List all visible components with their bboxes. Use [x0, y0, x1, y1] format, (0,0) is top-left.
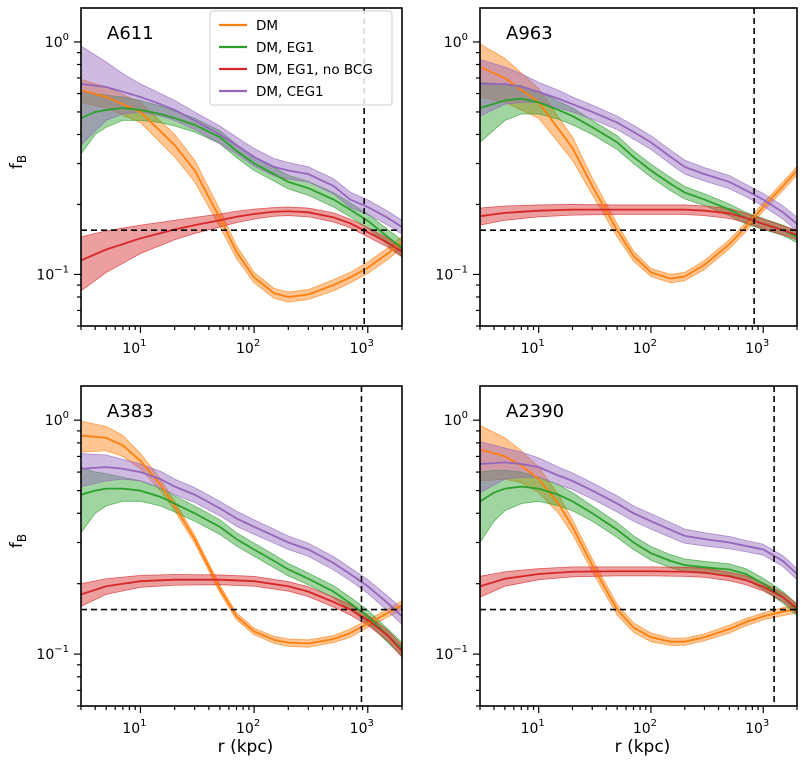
panel-a963: 101 102 103 10−1 100 A963 [435, 7, 798, 357]
panel-title: A383 [107, 401, 154, 422]
legend-box [209, 10, 393, 106]
y-axis-label: fB [7, 155, 29, 169]
axes-frame [80, 385, 403, 707]
band-dm-eg1 [480, 81, 797, 244]
series-line-dm-eg1 [81, 487, 402, 650]
y-tick-label: 10−1 [36, 264, 69, 283]
x-tick-label: 103 [745, 718, 769, 737]
x-tick-label: 103 [350, 338, 374, 357]
legend-label: DM, CEG1 [256, 84, 324, 100]
panel-a2390: 101 102 103 10−1 100 A2390 r (kpc) [435, 385, 798, 757]
y-tick-label: 100 [444, 410, 468, 429]
panel-a383: 101 102 103 10−1 100 A383 fB r (kpc) [7, 385, 403, 757]
series-line-dm-ceg1 [81, 466, 402, 618]
series-line-dm [480, 66, 797, 280]
band-dm [480, 424, 797, 646]
axes-frame [80, 7, 403, 327]
band-dm-ceg1 [480, 441, 797, 581]
x-tick-label: 101 [521, 718, 545, 737]
y-axis-label: fB [7, 534, 29, 548]
x-axis-label: r (kpc) [615, 737, 671, 757]
x-tick-label: 101 [122, 718, 146, 737]
x-tick-label: 102 [236, 718, 260, 737]
plot-area [81, 8, 402, 326]
x-tick-label: 102 [633, 338, 657, 357]
plot-area [81, 386, 402, 706]
x-tick-label: 101 [521, 338, 545, 357]
band-dm-eg1-no-bcg [81, 206, 402, 292]
panel-title: A2390 [506, 401, 564, 422]
series-line-dm-eg1 [81, 107, 402, 249]
panel-title: A611 [107, 23, 154, 44]
y-tick-label: 100 [444, 32, 468, 51]
panel-a611: 101 102 103 10−1 100 A611 fB [7, 7, 403, 357]
legend-label: DM, EG1 [256, 40, 314, 56]
legend: DM DM, EG1 DM, EG1, no BCG DM, CEG1 [209, 10, 393, 106]
band-dm-eg1-no-bcg [480, 566, 797, 614]
band-dm-eg1 [480, 470, 797, 617]
series-line-dm [480, 448, 797, 643]
series-line-dm [81, 89, 402, 298]
axes-frame [479, 7, 798, 327]
band-dm-ceg1 [81, 45, 402, 235]
series-line-dm-eg1-no-bcg [81, 578, 402, 652]
band-dm-eg1-no-bcg [480, 204, 797, 241]
x-tick-label: 101 [122, 338, 146, 357]
x-tick-label: 103 [745, 338, 769, 357]
series-line-dm-eg1 [480, 485, 797, 611]
series-line-dm-eg1-no-bcg [480, 570, 797, 609]
band-dm-ceg1 [480, 59, 797, 232]
band-dm-eg1-no-bcg [81, 574, 402, 658]
series-line-dm-ceg1 [480, 461, 797, 575]
band-dm-ceg1 [81, 453, 402, 625]
x-tick-label: 102 [236, 338, 260, 357]
x-tick-label: 102 [633, 718, 657, 737]
legend-label: DM, EG1, no BCG [256, 62, 373, 78]
axes-frame [479, 385, 798, 707]
series-line-dm-eg1-no-bcg [81, 210, 402, 262]
series-line-dm-eg1-no-bcg [480, 208, 797, 236]
plot-area [480, 386, 797, 706]
y-tick-label: 100 [45, 410, 69, 429]
series-line-dm-ceg1 [480, 83, 797, 225]
band-dm [81, 79, 402, 303]
x-axis-label: r (kpc) [218, 737, 274, 757]
y-tick-label: 10−1 [435, 644, 468, 663]
legend-label: DM [256, 18, 278, 34]
series-line-dm [81, 434, 402, 645]
y-tick-label: 10−1 [435, 264, 468, 283]
x-tick-label: 103 [350, 718, 374, 737]
y-tick-label: 10−1 [36, 644, 69, 663]
panel-title: A963 [506, 23, 553, 44]
plot-area [480, 8, 797, 326]
series-line-dm-ceg1 [81, 83, 402, 228]
y-tick-label: 100 [45, 32, 69, 51]
band-dm-eg1 [81, 466, 402, 657]
